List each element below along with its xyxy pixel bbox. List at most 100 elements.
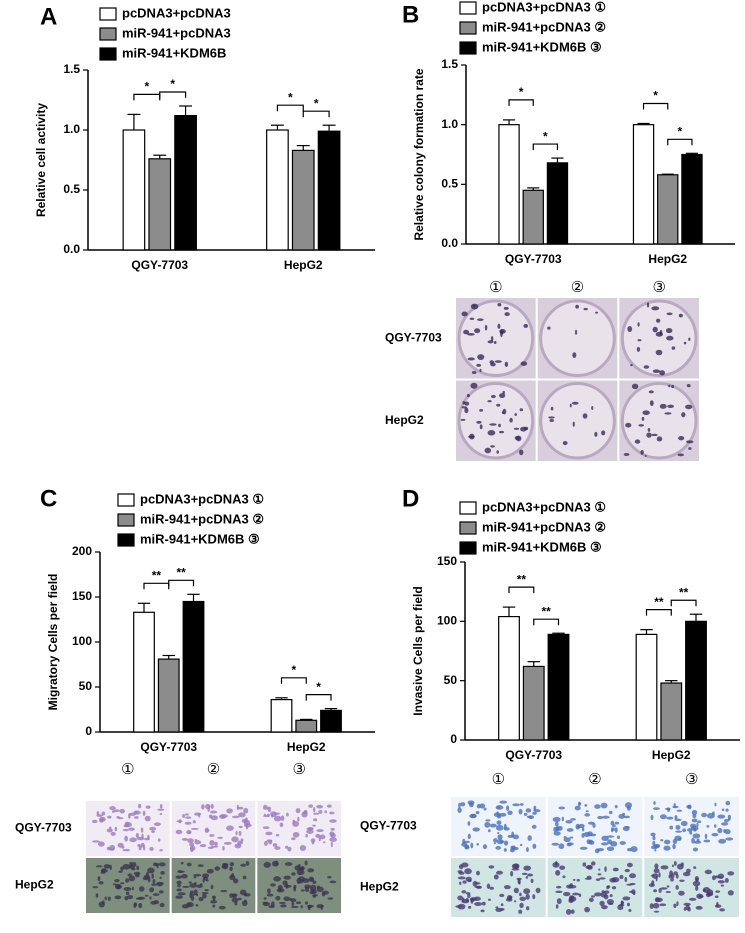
significance-bracket — [508, 99, 534, 106]
photo-spot — [559, 865, 566, 870]
photo-spot — [262, 826, 270, 830]
photo-spot — [156, 882, 164, 887]
photo-spot — [663, 845, 671, 851]
photo-spot — [499, 430, 504, 434]
photo-spot — [109, 826, 112, 829]
photo-spot — [109, 806, 116, 811]
legend-label: miR-941+KDM6B — [122, 45, 226, 60]
plate — [539, 382, 616, 460]
photo-spot — [129, 837, 137, 843]
y-tick-label: 1.5 — [63, 62, 80, 76]
photo-spot — [184, 813, 189, 816]
error-bar — [685, 152, 699, 155]
photo-spot — [202, 893, 207, 899]
photo-spot — [525, 808, 532, 813]
photo-spot — [591, 406, 594, 411]
significance-bracket — [645, 609, 672, 616]
x-tick-label: QGY-7703 — [505, 252, 562, 266]
y-tick-label: 1.5 — [441, 57, 458, 71]
photo-spot — [696, 822, 699, 827]
photo-spot — [199, 844, 207, 848]
photo-spot — [585, 865, 593, 870]
photo-spot — [603, 890, 610, 894]
photo-spot — [652, 369, 661, 374]
photo-spot — [490, 445, 495, 448]
column-label: ② — [207, 761, 220, 778]
photo-spot — [503, 823, 507, 830]
photo-spot — [623, 452, 630, 456]
photo — [456, 298, 536, 379]
photo-spot — [568, 884, 577, 889]
photo-spot — [681, 412, 686, 418]
bar — [657, 174, 679, 245]
photo-spot — [220, 889, 228, 893]
photo-spot — [279, 822, 284, 828]
photo-spot — [476, 420, 482, 424]
photo-spot — [513, 887, 519, 894]
photo-spot — [676, 863, 684, 870]
photo-spot — [483, 807, 487, 811]
photo-spot — [509, 417, 513, 423]
legend-swatch — [117, 533, 135, 547]
photo-spot — [275, 833, 280, 837]
photo-spot — [687, 907, 691, 912]
column-label: ② — [571, 279, 584, 296]
photo-spot — [612, 824, 616, 828]
photo-spot — [330, 832, 336, 838]
photo-spot — [691, 818, 698, 823]
photo-spot — [715, 890, 721, 893]
column-label: ① — [489, 279, 502, 296]
photo-spot — [517, 878, 521, 885]
error-bar — [153, 154, 167, 159]
photo-spot — [487, 430, 496, 436]
photo-spot — [123, 886, 132, 892]
photo-spot — [204, 827, 209, 833]
photo-spot — [579, 846, 588, 850]
photo — [644, 797, 739, 856]
photo-spot — [159, 812, 163, 816]
photo-spot — [488, 829, 491, 833]
photo-spot — [329, 880, 337, 884]
row-label: QGY-7703 — [385, 330, 442, 344]
photo-spot — [286, 812, 289, 817]
photo-spot — [523, 323, 529, 328]
photo-spot — [221, 862, 229, 867]
bar — [498, 124, 520, 245]
photo-spot — [558, 843, 565, 850]
photo-spot — [627, 902, 631, 907]
significance-label: * — [678, 124, 683, 138]
photo-spot — [495, 845, 501, 850]
photo — [456, 380, 536, 461]
significance-label: ** — [176, 565, 186, 579]
photo-spot — [607, 839, 613, 845]
photo-spot — [495, 870, 503, 875]
row-label: HepG2 — [15, 878, 54, 892]
significance-label: * — [288, 90, 293, 104]
photo-spot — [467, 357, 475, 361]
photo-spot — [594, 892, 602, 897]
photo-spot — [297, 816, 300, 822]
photo-spot — [626, 883, 633, 886]
bar — [681, 153, 703, 245]
photo-spot — [558, 806, 566, 810]
photo-spot — [644, 454, 647, 457]
photo-spot — [718, 838, 727, 844]
photo-spot — [195, 904, 199, 907]
photo-spot — [572, 892, 580, 896]
legend-swatch — [117, 513, 135, 527]
bar — [157, 658, 180, 733]
photo-spot — [300, 905, 303, 909]
photo-spot — [464, 868, 472, 875]
photo-spot — [231, 897, 239, 903]
photo-spot — [234, 843, 242, 849]
y-tick-label: 200 — [72, 544, 92, 558]
photo-spot — [624, 802, 633, 809]
photo-spot — [121, 846, 125, 849]
photo-spot — [637, 339, 642, 342]
photo-spot — [725, 837, 734, 841]
photo-spot — [479, 424, 483, 430]
photo-bg — [644, 858, 739, 917]
photo-spot — [581, 832, 585, 838]
photo-spot — [611, 886, 617, 890]
y-tick-label: 0.0 — [63, 242, 80, 256]
